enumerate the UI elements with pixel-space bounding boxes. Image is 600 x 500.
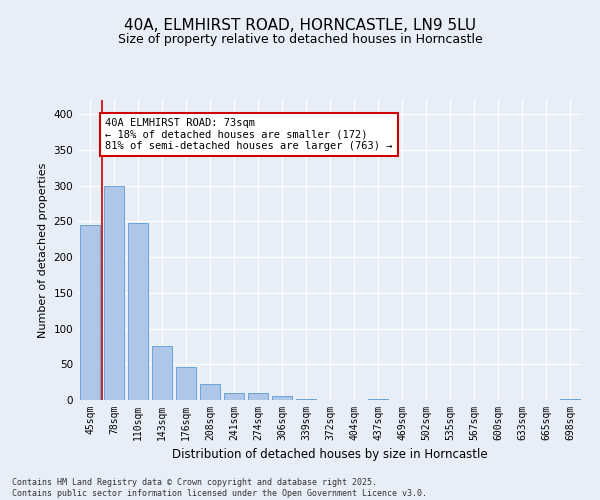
Text: 40A, ELMHIRST ROAD, HORNCASTLE, LN9 5LU: 40A, ELMHIRST ROAD, HORNCASTLE, LN9 5LU <box>124 18 476 32</box>
Bar <box>152 346 172 400</box>
Text: 40A ELMHIRST ROAD: 73sqm
← 18% of detached houses are smaller (172)
81% of semi-: 40A ELMHIRST ROAD: 73sqm ← 18% of detach… <box>105 118 392 151</box>
Bar <box>176 367 196 400</box>
Bar <box>560 398 580 400</box>
Bar <box>272 396 292 400</box>
Bar <box>368 398 388 400</box>
Bar <box>296 398 316 400</box>
Bar <box>224 393 244 400</box>
Bar <box>104 186 124 400</box>
Text: Contains HM Land Registry data © Crown copyright and database right 2025.
Contai: Contains HM Land Registry data © Crown c… <box>12 478 427 498</box>
Bar <box>80 225 100 400</box>
Bar <box>248 393 268 400</box>
Text: Size of property relative to detached houses in Horncastle: Size of property relative to detached ho… <box>118 32 482 46</box>
Y-axis label: Number of detached properties: Number of detached properties <box>38 162 48 338</box>
X-axis label: Distribution of detached houses by size in Horncastle: Distribution of detached houses by size … <box>172 448 488 462</box>
Bar <box>128 223 148 400</box>
Bar <box>200 384 220 400</box>
